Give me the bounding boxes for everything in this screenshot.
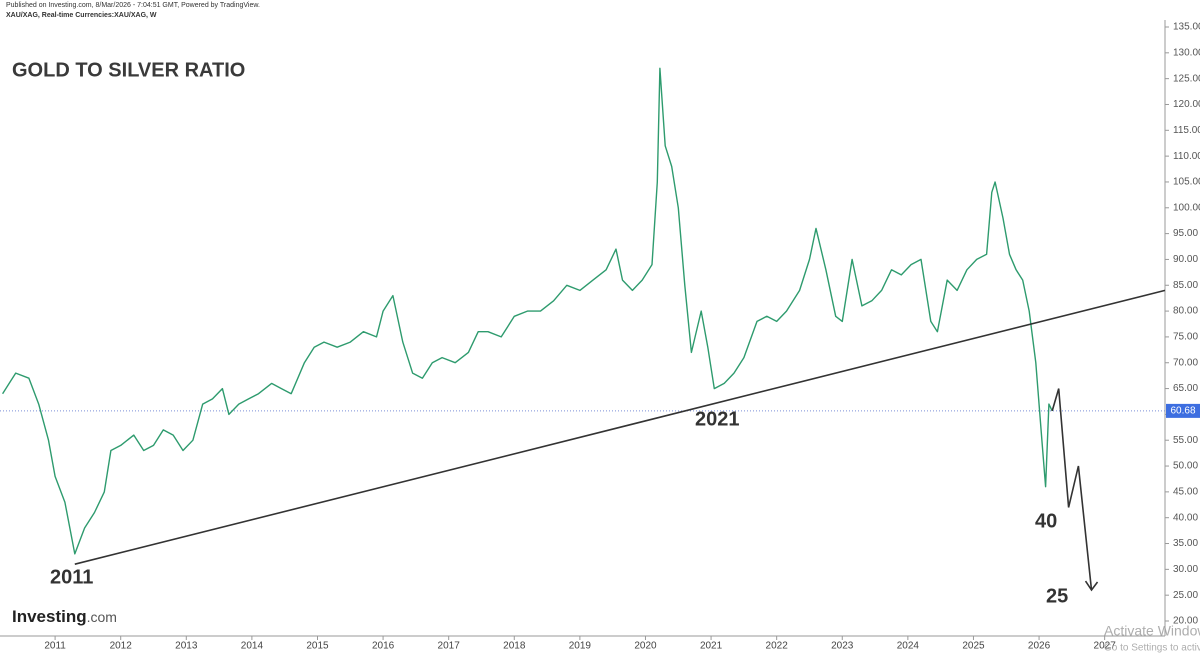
projection-arrowhead bbox=[1084, 580, 1099, 592]
x-tick-label: 2025 bbox=[962, 641, 985, 652]
last-value-badge bbox=[1166, 403, 1200, 418]
y-tick-label: 65.00 bbox=[1173, 383, 1198, 394]
logo: Investing.com bbox=[12, 607, 117, 626]
y-tick-label: 130.00 bbox=[1173, 47, 1200, 58]
x-tick-label: 2021 bbox=[700, 641, 723, 652]
header-published: Published on Investing.com, 8/Mar/2026 -… bbox=[6, 2, 260, 9]
x-tick-label: 2026 bbox=[1028, 641, 1051, 652]
y-tick-label: 85.00 bbox=[1173, 280, 1198, 291]
watermark-sub: Go to Settings to activate Windows bbox=[1104, 643, 1200, 653]
last-value-label: 60.68 bbox=[1170, 406, 1195, 417]
x-tick-label: 2027 bbox=[1094, 641, 1117, 652]
x-tick-label: 2018 bbox=[503, 641, 526, 652]
annotation: 25 bbox=[1046, 585, 1068, 607]
y-tick-label: 25.00 bbox=[1173, 590, 1198, 601]
y-tick-label: 20.00 bbox=[1173, 616, 1198, 627]
logo-brand: Investing bbox=[12, 607, 87, 626]
y-tick-label: 125.00 bbox=[1173, 73, 1200, 84]
y-tick-label: 95.00 bbox=[1173, 228, 1198, 239]
y-tick-label: 50.00 bbox=[1173, 461, 1198, 472]
projection bbox=[1051, 388, 1093, 591]
x-tick-label: 2017 bbox=[438, 641, 461, 652]
annotation: 2021 bbox=[695, 408, 740, 430]
y-tick-label: 120.00 bbox=[1173, 99, 1200, 110]
header-symbol: XAU/XAG, Real-time Currencies:XAU/XAG, W bbox=[6, 12, 157, 19]
x-tick-label: 2011 bbox=[44, 641, 66, 652]
y-tick-label: 135.00 bbox=[1173, 22, 1200, 33]
y-tick-label: 105.00 bbox=[1173, 177, 1200, 188]
x-tick-label: 2020 bbox=[634, 641, 657, 652]
y-tick-label: 80.00 bbox=[1173, 306, 1198, 317]
x-tick-label: 2016 bbox=[372, 641, 395, 652]
y-tick-label: 30.00 bbox=[1173, 564, 1198, 575]
y-tick-label: 115.00 bbox=[1173, 125, 1200, 136]
logo-suffix: .com bbox=[87, 609, 117, 625]
x-tick-label: 2012 bbox=[110, 641, 133, 652]
trendline bbox=[74, 289, 1166, 565]
y-tick-label: 45.00 bbox=[1173, 487, 1198, 498]
x-tick-label: 2024 bbox=[897, 641, 920, 652]
y-tick-label: 40.00 bbox=[1173, 512, 1198, 523]
x-tick-label: 2013 bbox=[175, 641, 198, 652]
x-tick-label: 2023 bbox=[831, 641, 854, 652]
annotation: 40 bbox=[1035, 510, 1057, 532]
annotation: 2011 bbox=[50, 566, 93, 588]
y-tick-label: 75.00 bbox=[1173, 332, 1198, 343]
x-tick-label: 2019 bbox=[569, 641, 592, 652]
x-tick-label: 2015 bbox=[306, 641, 329, 652]
chart-title: GOLD TO SILVER RATIO bbox=[12, 59, 245, 81]
x-tick-label: 2022 bbox=[766, 641, 789, 652]
y-tick-label: 35.00 bbox=[1173, 538, 1198, 549]
watermark-title: Activate Windows bbox=[1104, 623, 1200, 639]
y-tick-label: 90.00 bbox=[1173, 254, 1198, 265]
y-tick-label: 70.00 bbox=[1173, 357, 1198, 368]
y-tick-label: 110.00 bbox=[1173, 151, 1200, 162]
y-tick-label: 100.00 bbox=[1173, 202, 1200, 213]
x-tick-label: 2014 bbox=[241, 641, 264, 652]
price-line bbox=[2, 67, 1053, 555]
y-tick-label: 55.00 bbox=[1173, 435, 1198, 446]
